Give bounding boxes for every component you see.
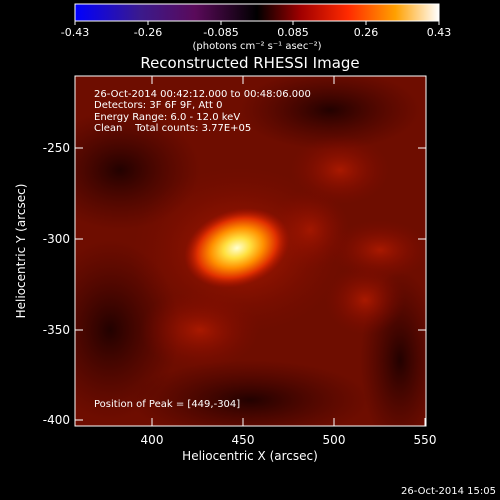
rhessi-image bbox=[75, 76, 426, 426]
x-tick-label: 550 bbox=[414, 433, 437, 447]
x-axis-ticks bbox=[151, 76, 426, 426]
y-tick-label: -250 bbox=[43, 141, 70, 155]
colorbar-tick-label: -0.43 bbox=[61, 26, 89, 39]
colorbar-unit-label: (photons cm⁻² s⁻¹ asec⁻²) bbox=[192, 41, 321, 52]
info-detectors: Detectors: 3F 6F 9F, Att 0 bbox=[94, 100, 222, 111]
colorbar-tick-label: 0.43 bbox=[427, 26, 452, 39]
colorbar-tick-label: 0.26 bbox=[354, 26, 379, 39]
peak-position-label: Position of Peak = [449,-304] bbox=[94, 399, 240, 410]
info-time-range: 26-Oct-2014 00:42:12.000 to 00:48:06.000 bbox=[94, 89, 311, 100]
x-tick-label: 400 bbox=[141, 433, 164, 447]
x-tick-label: 500 bbox=[323, 433, 346, 447]
info-clean-counts: Clean Total counts: 3.77E+05 bbox=[94, 123, 251, 134]
plot-frame bbox=[74, 75, 427, 427]
peak-source bbox=[184, 208, 290, 288]
x-axis-label: Heliocentric X (arcsec) bbox=[182, 449, 318, 463]
info-energy-range: Energy Range: 6.0 - 12.0 keV bbox=[94, 112, 240, 123]
y-axis-label: Heliocentric Y (arcsec) bbox=[14, 184, 28, 319]
colorbar bbox=[74, 3, 440, 22]
y-tick-label: -300 bbox=[43, 232, 70, 246]
y-axis-ticks bbox=[75, 147, 426, 421]
colorbar-ticks bbox=[74, 21, 440, 25]
x-tick-label: 450 bbox=[232, 433, 255, 447]
footer-timestamp: 26-Oct-2014 15:05 bbox=[401, 486, 496, 497]
image-title: Reconstructed RHESSI Image bbox=[140, 54, 359, 72]
colorbar-tick-label: -0.085 bbox=[203, 26, 238, 39]
colorbar-tick-label: 0.085 bbox=[277, 26, 309, 39]
colorbar-tick-label: -0.26 bbox=[134, 26, 162, 39]
y-tick-label: -350 bbox=[43, 323, 70, 337]
y-tick-label: -400 bbox=[43, 413, 70, 427]
